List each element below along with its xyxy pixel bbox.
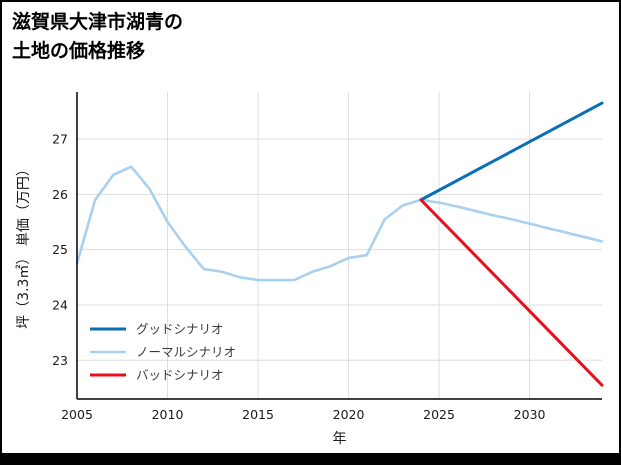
price-trend-chart: 2005 2010 2015 2020 2025 2030 23 24 25 26 27 年 坪（3.3…	[16, 92, 604, 447]
y-tick-label: 27	[52, 132, 68, 147]
x-tick-label: 2020	[333, 407, 365, 422]
x-axis-label: 年	[333, 431, 347, 447]
y-tick-label: 26	[52, 187, 68, 202]
y-tick-label: 25	[52, 242, 68, 257]
series-line	[419, 101, 604, 202]
series-line	[75, 165, 604, 282]
page-title-line-2: 土地の価格推移	[12, 39, 146, 62]
y-tick-label: 23	[52, 353, 68, 368]
legend-label: グッドシナリオ	[136, 322, 224, 337]
x-tick-label: 2010	[152, 407, 184, 422]
page-title-line-1: 滋賀県大津市湖青の	[12, 11, 184, 33]
page-title: 滋賀県大津市湖青の 土地の価格推移	[12, 8, 183, 65]
legend-label: バッドシナリオ	[136, 368, 224, 383]
series-line	[419, 198, 604, 387]
y-tick-label: 24	[52, 297, 68, 312]
legend-label: ノーマルシナリオ	[136, 345, 236, 360]
y-axis-label: 坪（3.3㎡） 単価（万円）	[16, 162, 32, 329]
x-tick-label: 2005	[61, 407, 93, 422]
x-tick-label: 2015	[242, 407, 274, 422]
x-tick-label: 2030	[514, 407, 546, 422]
x-tick-label: 2025	[423, 407, 455, 422]
footer-bar	[2, 453, 619, 463]
